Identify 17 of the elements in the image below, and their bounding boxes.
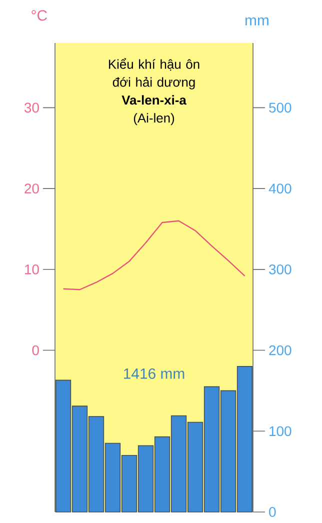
line-series	[62, 220, 246, 290]
y-tick-label: 0	[32, 345, 39, 356]
y-axis-title: mm	[246, 17, 268, 26]
y-tick-label: 20	[24, 184, 39, 194]
y-tick-label: 100	[270, 426, 292, 436]
y-tick-label: 0	[269, 507, 276, 517]
text: Va-len-xi-a	[122, 95, 186, 105]
y-tick-label: 30	[24, 102, 39, 113]
y-tick-label: 300	[269, 264, 292, 274]
y-tick-label: 400	[268, 184, 292, 194]
text: Kiểu khí hậu ôn đới hải dương	[108, 58, 200, 90]
y-tick-label: 500	[269, 102, 292, 113]
annotation: (Ai-len)	[134, 113, 174, 126]
y-axis-title: °C	[32, 10, 47, 21]
annotation: 1416 mm	[124, 368, 184, 379]
y-tick-label: 10	[25, 264, 39, 274]
y-tick-label: 200	[269, 345, 292, 356]
